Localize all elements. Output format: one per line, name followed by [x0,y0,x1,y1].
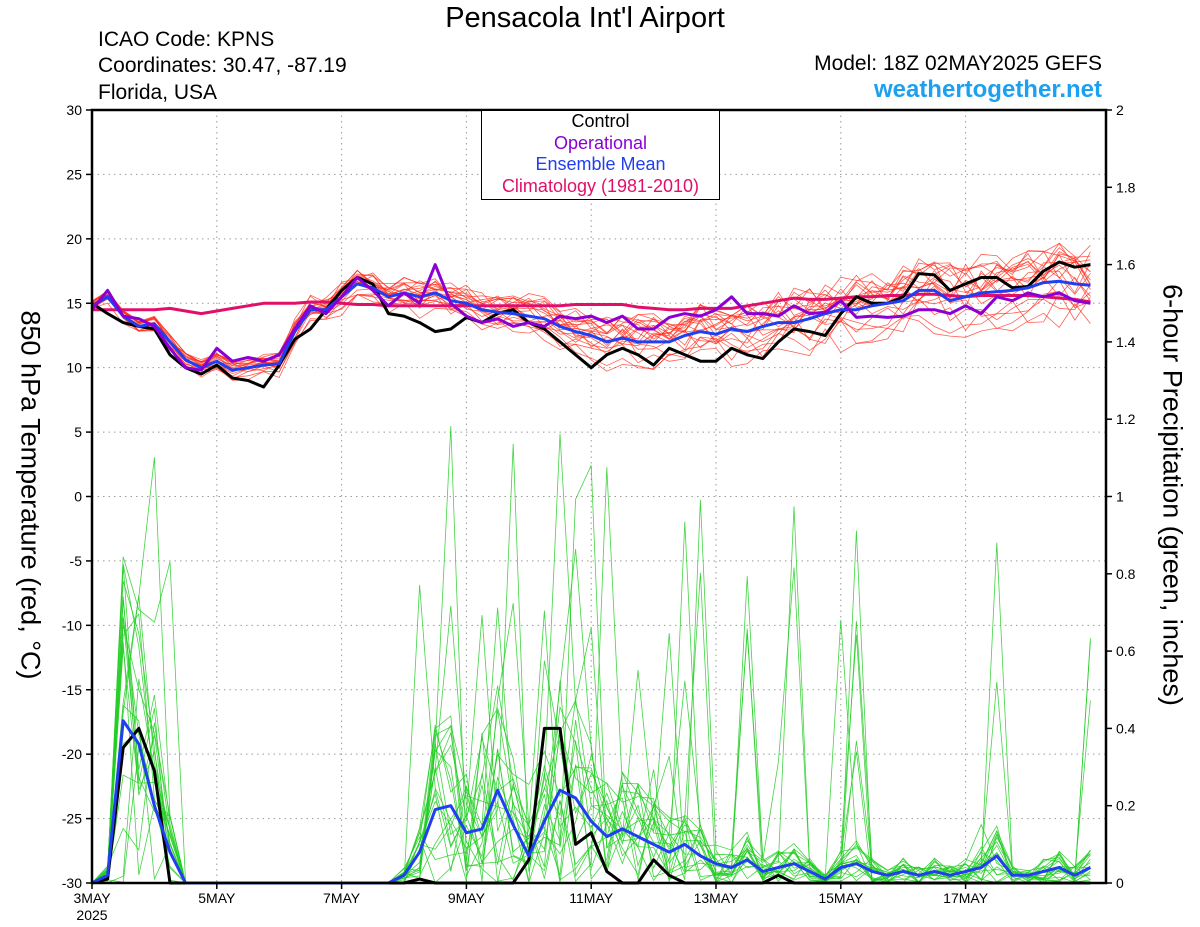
temp-operational-line [90,263,1091,372]
y-tick-label-left: 0 [74,489,82,505]
x-tick-label: 5MAY [198,890,236,906]
y-tick-label-right: 0.2 [1116,798,1136,814]
temperature-member-line [91,292,1091,381]
x-tick-label: 3MAY [73,890,111,906]
x-tick-label: 13MAY [694,890,740,906]
y-tick-label-right: 0.6 [1116,643,1136,659]
temperature-member-line [91,290,1091,380]
temp-climatology-line [92,292,1091,316]
legend-item-climatology: Climatology (1981-2010) [501,175,700,196]
legend-item-operational: Operational [553,132,648,153]
y-tick-label-left: -10 [62,617,82,633]
y-tick-label-left: 15 [66,295,82,311]
temp-control-line [91,260,1091,389]
icao-code: ICAO Code: KPNS [98,28,275,51]
y-tick-label-right: 1 [1116,489,1124,505]
y-tick-label-left: 25 [66,166,82,182]
chart-title: Pensacola Int'l Airport [445,2,725,34]
grid-lines [92,110,1106,883]
temperature-member-line [91,283,1091,375]
axes: 302520151050-5-10-15-20-25-3021.81.61.41… [62,102,1136,923]
coordinates: Coordinates: 30.47, -87.19 [98,54,347,77]
y-tick-label-left: -20 [62,746,82,762]
x-tick-label: 17MAY [943,890,989,906]
y-tick-label-left: -15 [62,682,82,698]
temp-ensemble-mean-line [91,279,1091,372]
x-tick-label: 9MAY [448,890,486,906]
y-tick-label-right: 1.6 [1116,257,1136,273]
y-axis-left-title: 850 hPa Temperature (red, °C) [15,310,46,680]
y-tick-label-left: -30 [62,875,82,891]
precipitation-member-line [91,619,1091,884]
x-tick-label: 15MAY [818,890,864,906]
y-tick-label-left: 10 [66,360,82,376]
legend-item-ensemble-mean: Ensemble Mean [535,154,666,174]
x-tick-label: 7MAY [323,890,361,906]
temperature-member-line [91,293,1091,379]
y-tick-label-left: 20 [66,231,82,247]
y-tick-label-left: -25 [62,811,82,827]
y-axis-right-title: 6-hour Precipitation (green, inches) [1157,284,1188,706]
y-tick-label-right: 1.2 [1116,411,1136,427]
y-tick-label-right: 0 [1116,875,1124,891]
y-tick-label-right: 0.8 [1116,566,1136,582]
x-tick-label: 11MAY [569,890,613,906]
y-tick-label-left: 30 [66,102,82,118]
x-tick-sublabel: 2025 [76,907,107,923]
y-tick-label-right: 2 [1116,102,1124,118]
y-tick-label-left: -5 [70,553,83,569]
legend-item-control: Control [571,111,630,131]
temperature-member-line [91,245,1091,367]
y-tick-label-right: 1.4 [1116,334,1136,350]
temperature-member-line [91,257,1091,369]
region: Florida, USA [98,81,218,104]
model-run: Model: 18Z 02MAY2025 GEFS [814,52,1102,75]
site-link[interactable]: weathertogether.net [873,76,1102,103]
y-tick-label-right: 1.8 [1116,179,1136,195]
precipitation-member-line [91,521,1091,884]
precipitation-member-line [91,443,1091,884]
y-tick-label-right: 0.4 [1116,720,1136,736]
precipitation-member-line [91,599,1091,884]
y-tick-label-left: 5 [74,424,82,440]
legend: Control Operational Ensemble Mean Climat… [481,110,720,200]
